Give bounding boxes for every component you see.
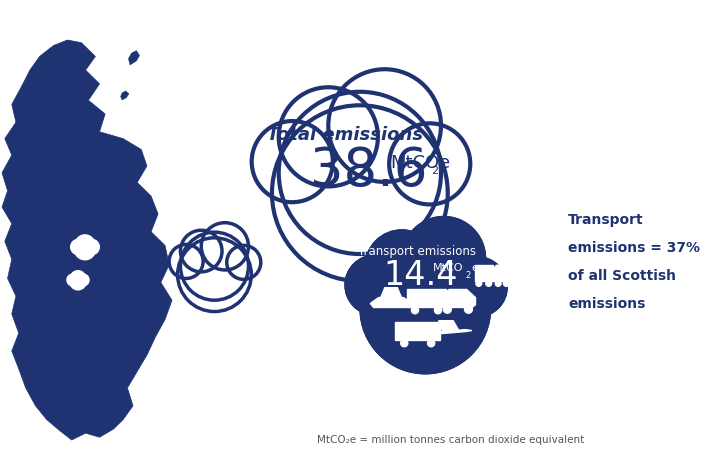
Circle shape xyxy=(465,305,473,313)
Text: 2: 2 xyxy=(431,166,438,176)
Circle shape xyxy=(402,217,486,300)
Circle shape xyxy=(447,257,507,317)
Circle shape xyxy=(447,257,507,317)
Circle shape xyxy=(476,280,482,286)
Polygon shape xyxy=(491,265,510,282)
Circle shape xyxy=(70,273,87,290)
Text: MtCO: MtCO xyxy=(433,263,464,273)
Text: e: e xyxy=(439,154,450,172)
Circle shape xyxy=(227,245,261,279)
Circle shape xyxy=(329,69,441,182)
Polygon shape xyxy=(2,40,172,440)
Circle shape xyxy=(84,239,100,255)
Circle shape xyxy=(71,239,86,255)
Polygon shape xyxy=(441,289,475,308)
Circle shape xyxy=(177,238,252,312)
Text: Transport emissions: Transport emissions xyxy=(358,245,476,258)
Circle shape xyxy=(252,121,333,202)
Circle shape xyxy=(169,244,203,278)
Polygon shape xyxy=(438,321,459,332)
Circle shape xyxy=(67,274,79,286)
Text: 38.6: 38.6 xyxy=(310,145,427,197)
Text: MtCO₂e = million tonnes carbon dioxide equivalent: MtCO₂e = million tonnes carbon dioxide e… xyxy=(317,435,585,445)
Circle shape xyxy=(389,123,470,204)
Circle shape xyxy=(486,280,491,286)
Circle shape xyxy=(74,238,95,260)
Text: Total emissions: Total emissions xyxy=(267,126,423,144)
Circle shape xyxy=(365,230,438,303)
Circle shape xyxy=(278,87,378,187)
Text: of all Scottish: of all Scottish xyxy=(568,269,676,283)
Circle shape xyxy=(503,280,509,286)
Circle shape xyxy=(435,307,441,314)
Circle shape xyxy=(71,271,86,286)
Circle shape xyxy=(278,92,441,254)
Text: 2: 2 xyxy=(465,271,470,280)
Circle shape xyxy=(77,274,89,286)
Polygon shape xyxy=(395,323,440,340)
Circle shape xyxy=(180,230,222,272)
Circle shape xyxy=(401,339,408,347)
Polygon shape xyxy=(430,327,438,334)
Polygon shape xyxy=(121,91,129,100)
Text: Transport: Transport xyxy=(568,213,643,227)
Circle shape xyxy=(360,243,491,374)
Circle shape xyxy=(201,222,249,270)
Circle shape xyxy=(345,255,405,315)
Text: emissions = 37%: emissions = 37% xyxy=(568,241,700,255)
Circle shape xyxy=(360,243,491,374)
Circle shape xyxy=(75,235,95,255)
Circle shape xyxy=(345,255,405,315)
Polygon shape xyxy=(381,288,401,298)
Text: MtCO: MtCO xyxy=(390,154,439,172)
Circle shape xyxy=(427,339,435,347)
Polygon shape xyxy=(370,298,412,308)
Circle shape xyxy=(365,233,486,354)
Circle shape xyxy=(365,230,438,303)
Polygon shape xyxy=(407,289,446,308)
Circle shape xyxy=(411,307,419,314)
Polygon shape xyxy=(475,265,493,282)
Polygon shape xyxy=(430,329,472,334)
Circle shape xyxy=(272,105,448,281)
Text: e: e xyxy=(471,263,478,273)
Text: 14.4: 14.4 xyxy=(383,259,458,292)
Circle shape xyxy=(443,305,451,313)
Circle shape xyxy=(365,233,486,354)
Circle shape xyxy=(402,217,486,300)
Circle shape xyxy=(495,280,501,286)
Polygon shape xyxy=(129,51,140,65)
Circle shape xyxy=(180,232,249,300)
Text: emissions: emissions xyxy=(568,297,646,311)
